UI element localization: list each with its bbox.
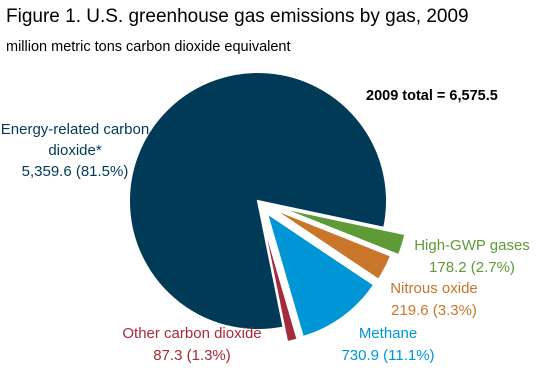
pie-slice bbox=[270, 207, 393, 282]
slice-label: High-GWP gases bbox=[414, 237, 530, 254]
chart-title: Figure 1. U.S. greenhouse gas emissions … bbox=[6, 6, 469, 27]
pie-slice bbox=[265, 210, 376, 339]
pie-slice bbox=[278, 206, 407, 257]
pie-slice bbox=[260, 215, 299, 344]
slice-value-label: 178.2 (2.7%) bbox=[429, 259, 515, 276]
chart-subtitle: million metric tons carbon dioxide equiv… bbox=[6, 39, 291, 55]
total-annotation: 2009 total = 6,575.5 bbox=[366, 88, 498, 104]
slice-label: Energy-related carbon dioxide* bbox=[0, 121, 150, 159]
slice-label: Methane bbox=[358, 325, 418, 342]
pie-slice bbox=[128, 71, 388, 331]
slice-label: Nitrous oxide bbox=[390, 280, 478, 297]
slice-value-label: 219.6 (3.3%) bbox=[391, 302, 477, 319]
slice-label: Other carbon dioxide bbox=[122, 325, 262, 342]
slice-value-label: 730.9 (11.1%) bbox=[341, 347, 435, 364]
slice-value-label: 5,359.6 (81.5%) bbox=[21, 163, 129, 180]
slice-value-label: 87.3 (1.3%) bbox=[153, 347, 231, 364]
